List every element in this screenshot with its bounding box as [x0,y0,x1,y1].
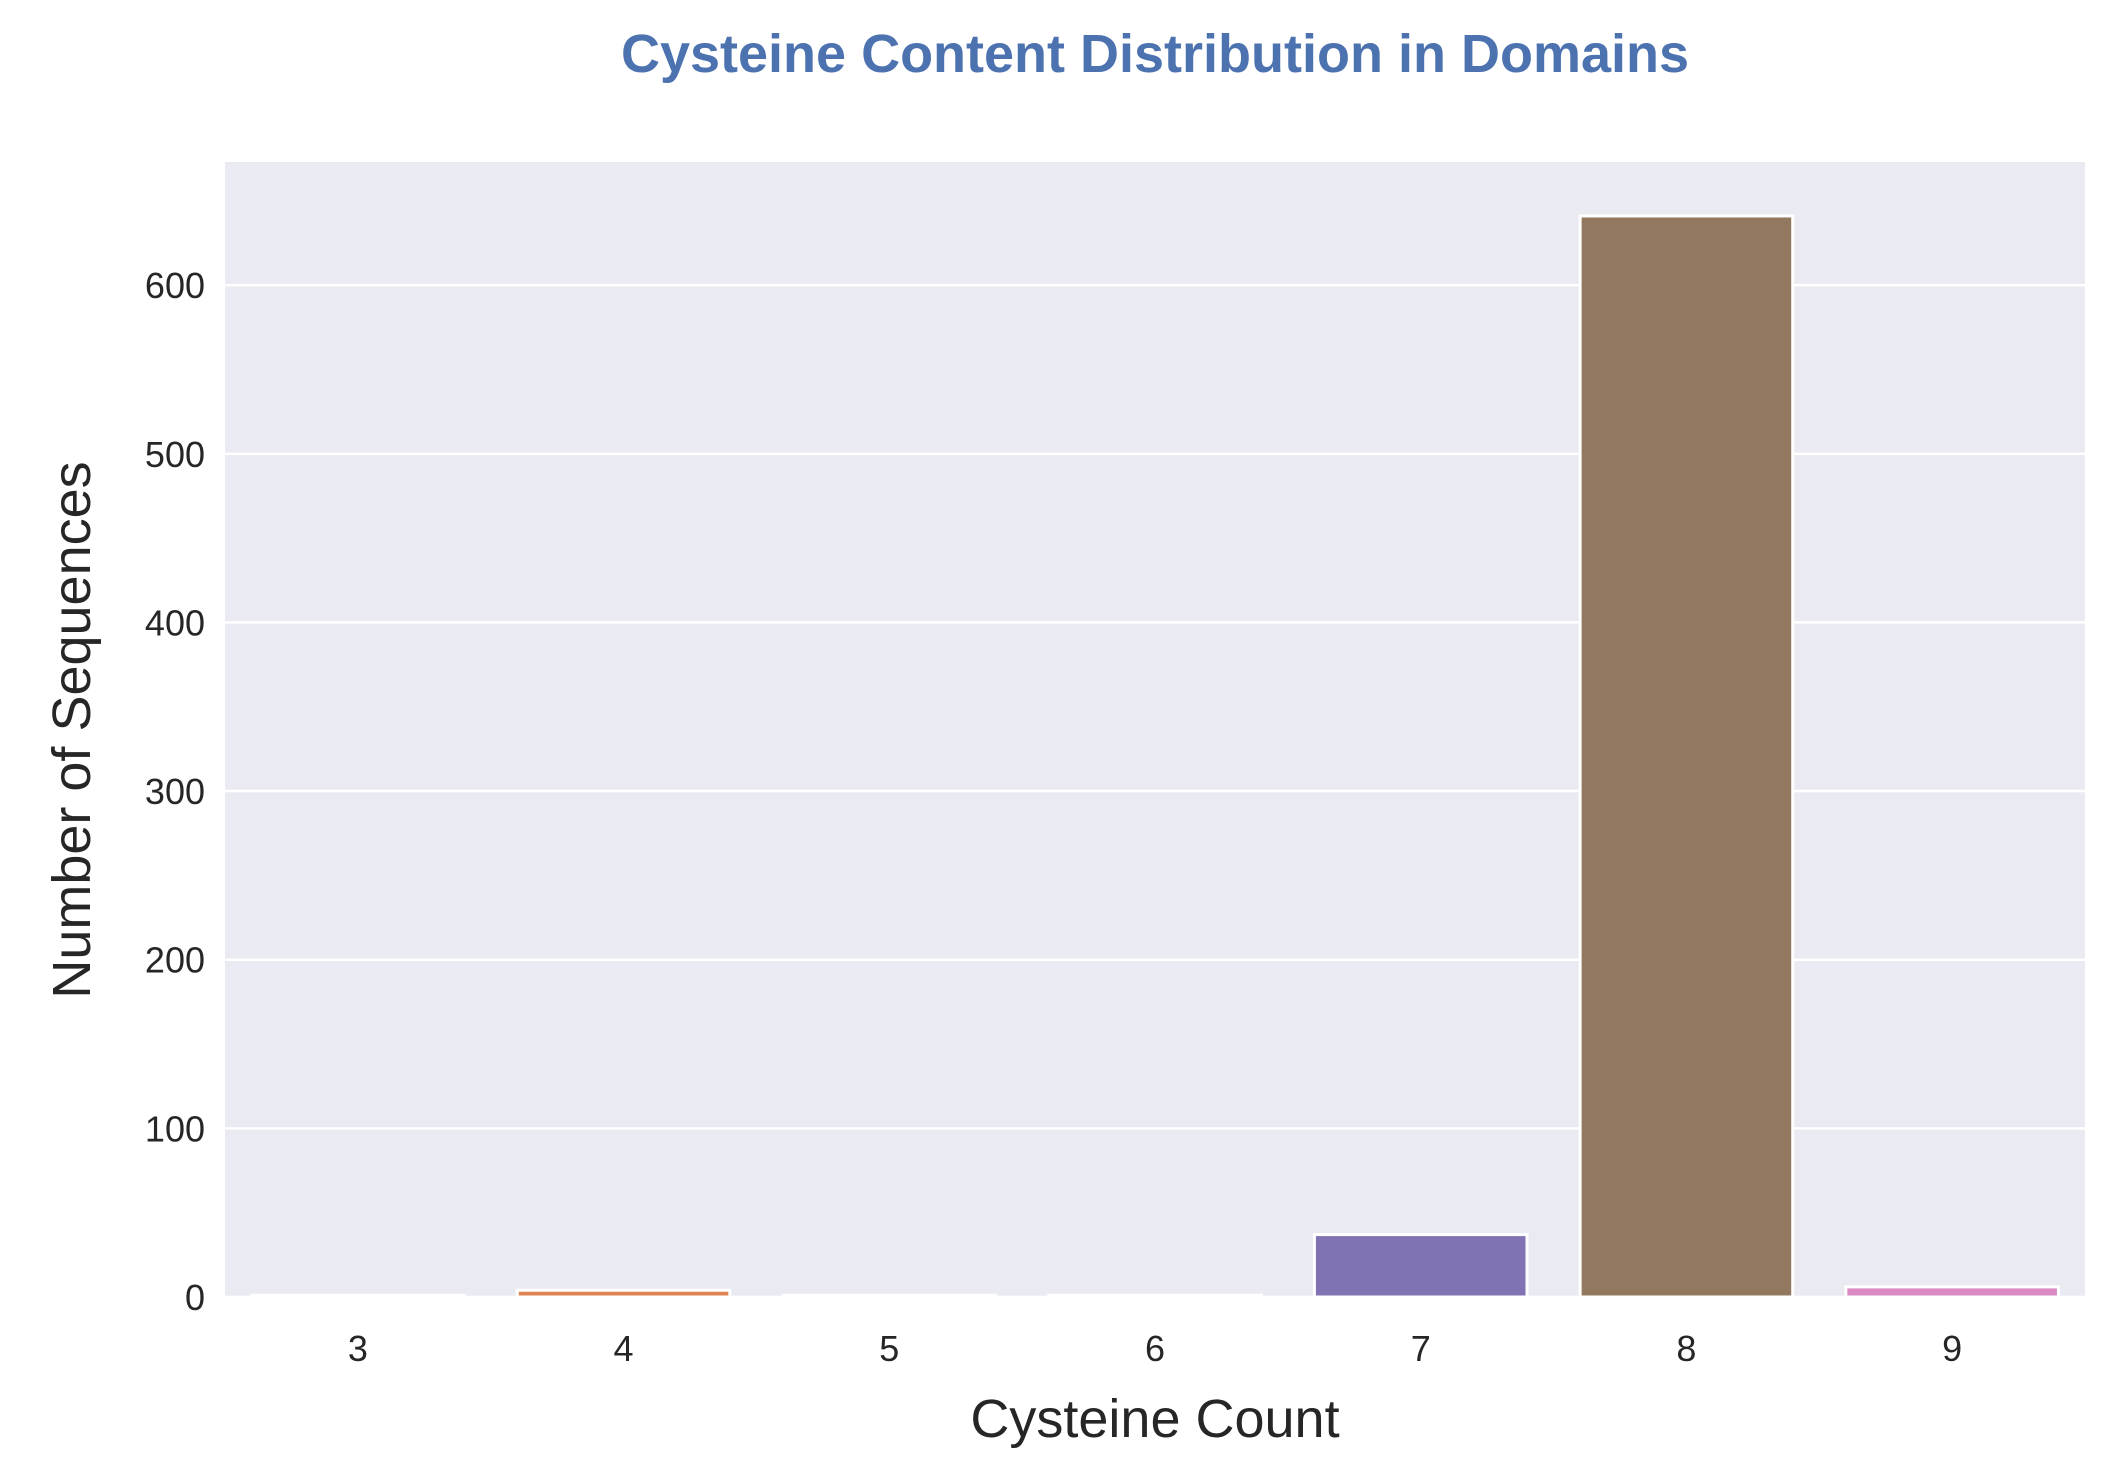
x-tick-label: 5 [879,1328,899,1369]
x-tick-label: 9 [1942,1328,1962,1369]
x-tick-label: 6 [1145,1328,1165,1369]
y-tick-label: 600 [145,265,205,306]
bar-9 [1844,1285,2060,1299]
bars [250,214,2060,1299]
y-tick-label: 0 [185,1277,205,1318]
x-axis-label: Cysteine Count [970,1389,1339,1449]
bar-3 [250,1293,466,1299]
x-tick-label: 4 [614,1328,634,1369]
bar-4 [515,1288,732,1299]
y-axis-ticks: 0 100 200 300 400 500 600 [145,265,205,1318]
bar-8 [1578,214,1795,1299]
y-tick-label: 500 [145,434,205,475]
y-tick-label: 300 [145,771,205,812]
y-tick-label: 400 [145,602,205,643]
x-tick-label: 7 [1411,1328,1431,1369]
bar-7 [1312,1233,1529,1299]
y-axis-label: Number of Sequences [42,461,102,998]
gridlines [225,283,2085,1299]
x-axis-ticks: 3 4 5 6 7 8 9 [348,1328,1962,1369]
x-tick-label: 8 [1676,1328,1696,1369]
bar-5 [781,1293,998,1299]
chart-title: Cysteine Content Distribution in Domains [621,24,1689,84]
y-tick-label: 200 [145,940,205,981]
y-tick-label: 100 [145,1108,205,1149]
plot-area [225,162,2085,1297]
bar-6 [1047,1293,1263,1299]
x-tick-label: 3 [348,1328,368,1369]
